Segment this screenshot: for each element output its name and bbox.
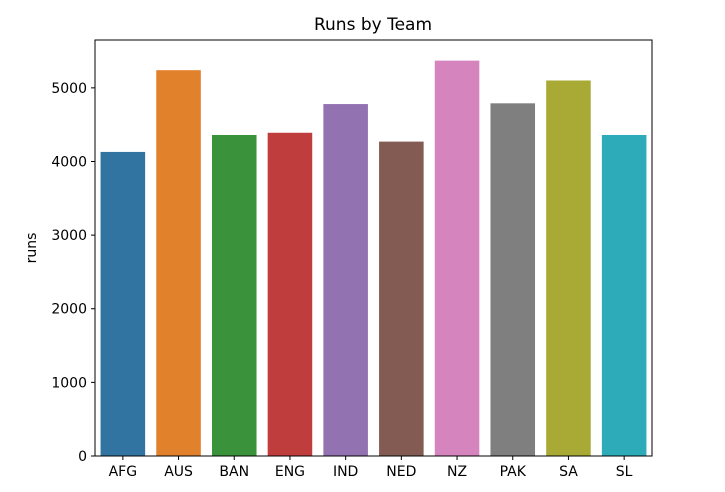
y-axis-label: runs <box>24 233 40 264</box>
bar-ned <box>379 141 424 457</box>
y-tick-label: 5000 <box>51 81 87 97</box>
y-tick-label: 1000 <box>51 375 87 391</box>
x-tick-label: ENG <box>275 464 305 480</box>
y-tick-label: 2000 <box>51 302 87 318</box>
x-tick-label: SL <box>616 464 633 480</box>
bar-eng <box>267 132 313 456</box>
bar-aus <box>156 70 201 456</box>
bar-sa <box>546 80 591 456</box>
x-tick-label: AFG <box>109 464 137 480</box>
bar-ban <box>211 134 257 457</box>
y-tick-label: 4000 <box>51 154 87 170</box>
y-tick-label: 0 <box>78 449 87 465</box>
x-tick-label: IND <box>333 464 358 480</box>
x-tick-label: NZ <box>447 464 467 480</box>
x-tick-label: AUS <box>164 464 193 480</box>
bar-pak <box>490 103 536 456</box>
x-tick-label: PAK <box>500 464 527 480</box>
y-tick-label: 3000 <box>51 228 87 244</box>
bars-layer <box>100 60 647 457</box>
axes-layer: AFG AUS BAN ENG IND NED NZ PAK SA SL 0 1000 2000 3000… <box>51 81 632 480</box>
chart-title: Runs by Team <box>314 15 432 35</box>
x-tick-label: BAN <box>219 464 249 480</box>
bar-sl <box>601 134 647 457</box>
x-tick-label: SA <box>559 464 578 480</box>
bar-nz <box>434 60 480 457</box>
bar-ind <box>323 104 368 456</box>
bar-afg <box>100 151 146 457</box>
plot-area-frame <box>94 39 653 457</box>
x-tick-label: NED <box>386 464 416 480</box>
